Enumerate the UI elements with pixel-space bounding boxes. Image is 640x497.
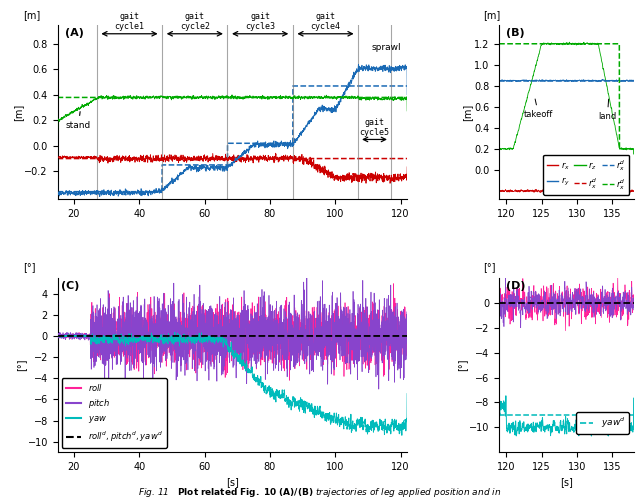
Y-axis label: [m]: [m] bbox=[463, 103, 473, 121]
Text: gait
cycle5: gait cycle5 bbox=[360, 117, 390, 137]
Text: land: land bbox=[598, 99, 616, 121]
Text: gait
cycle3: gait cycle3 bbox=[245, 12, 275, 31]
Text: gait
cycle1: gait cycle1 bbox=[115, 12, 145, 31]
Y-axis label: [°]: [°] bbox=[16, 359, 26, 371]
Text: gait
cycle4: gait cycle4 bbox=[310, 12, 340, 31]
Text: Fig. 11   $\bf{Plot}$ $\bf{related}$ $\bf{Fig.}$ $\bf{10}$ $\bf{(A)/(B)}$ trajec: Fig. 11 $\bf{Plot}$ $\bf{related}$ $\bf{… bbox=[138, 486, 502, 497]
Text: [°]: [°] bbox=[22, 262, 35, 272]
Y-axis label: [°]: [°] bbox=[458, 359, 468, 371]
Text: [m]: [m] bbox=[22, 9, 40, 19]
Text: [°]: [°] bbox=[483, 262, 495, 272]
Text: sprawl: sprawl bbox=[371, 43, 401, 52]
Text: [m]: [m] bbox=[483, 9, 500, 19]
Legend: $yaw^d$: $yaw^d$ bbox=[576, 412, 629, 434]
Text: takeoff: takeoff bbox=[524, 99, 554, 119]
Legend: $r_x$, $r_y$, $r_z$, $r_x^d$, $r_x^d$, $r_x^d$: $r_x$, $r_y$, $r_z$, $r_x^d$, $r_x^d$, $… bbox=[543, 155, 629, 195]
Text: stand: stand bbox=[66, 112, 91, 130]
Text: (B): (B) bbox=[506, 28, 525, 38]
X-axis label: [s]: [s] bbox=[226, 478, 239, 488]
Text: (D): (D) bbox=[506, 281, 525, 291]
Y-axis label: [m]: [m] bbox=[13, 103, 23, 121]
Text: (A): (A) bbox=[65, 28, 83, 38]
X-axis label: [s]: [s] bbox=[560, 478, 573, 488]
Legend: $roll$, $pitch$, $yaw$, $roll^d, pitch^d, yaw^d$: $roll$, $pitch$, $yaw$, $roll^d, pitch^d… bbox=[62, 378, 167, 448]
Text: (C): (C) bbox=[61, 281, 79, 291]
Text: gait
cycle2: gait cycle2 bbox=[180, 12, 210, 31]
